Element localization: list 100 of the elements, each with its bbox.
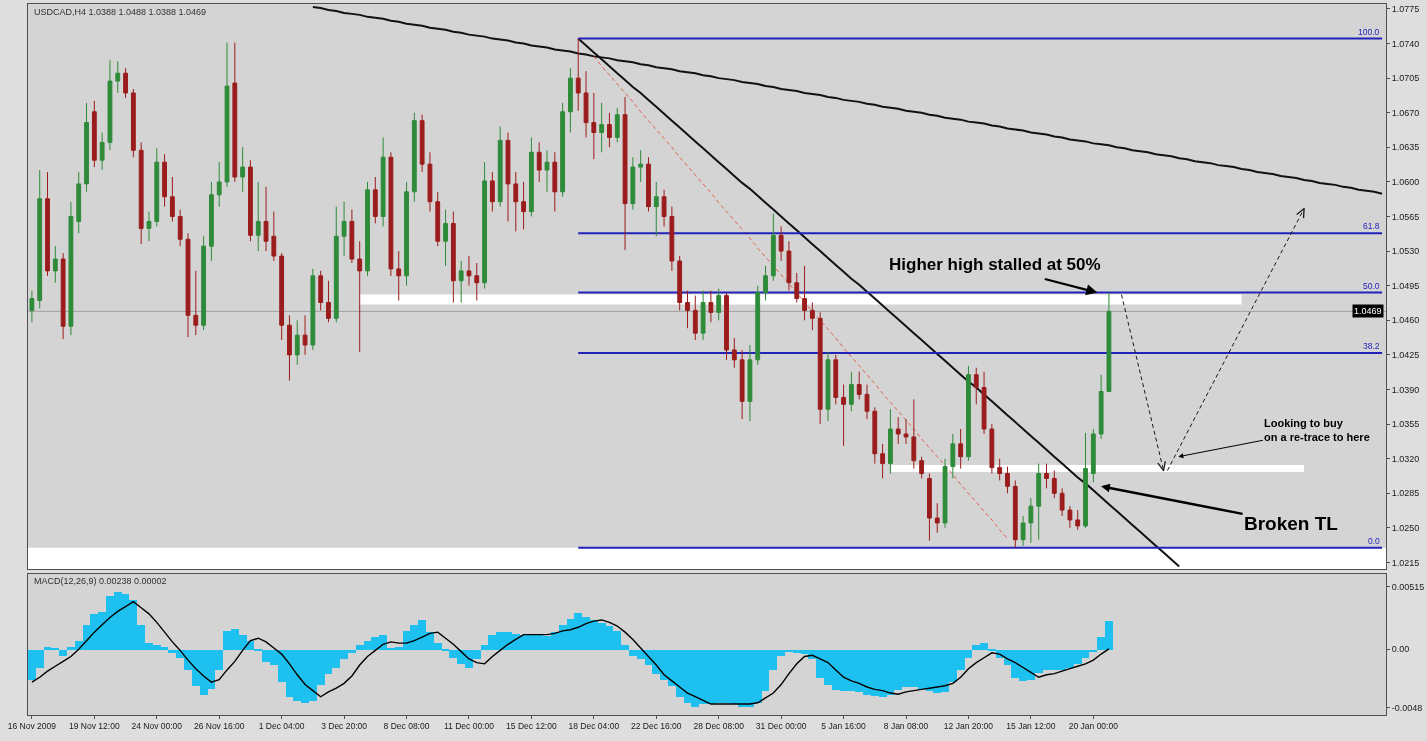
candlestick xyxy=(37,169,43,309)
candlestick xyxy=(357,240,363,353)
candlestick xyxy=(825,351,831,422)
candlestick xyxy=(52,245,58,284)
x-tick-label: 8 Dec 08:00 xyxy=(383,721,430,732)
candlestick xyxy=(903,418,909,445)
annotation: Broken TL xyxy=(1244,513,1339,534)
candlestick xyxy=(552,151,558,213)
candlestick xyxy=(1059,487,1065,517)
candlestick xyxy=(279,252,285,341)
candlestick xyxy=(1083,432,1088,529)
candlestick xyxy=(739,349,745,420)
y-tick-label: 1.0390 xyxy=(1391,384,1420,395)
candlestick xyxy=(427,151,433,213)
candlestick xyxy=(708,290,714,323)
candlestick xyxy=(622,96,628,251)
candlestick xyxy=(755,285,761,366)
candlestick xyxy=(895,416,901,445)
candlestick xyxy=(1075,509,1081,531)
candlestick xyxy=(1044,463,1049,489)
candlestick xyxy=(146,211,152,242)
candlestick xyxy=(68,201,74,336)
candlestick xyxy=(169,176,175,222)
candlestick xyxy=(560,102,566,198)
y-tick-label: 0.00 xyxy=(1391,644,1410,655)
candlestick xyxy=(193,270,199,336)
candlestick xyxy=(919,456,925,479)
candlestick xyxy=(763,265,768,302)
candlestick xyxy=(770,213,776,282)
x-tick-label: 19 Nov 12:00 xyxy=(69,721,120,732)
candlestick xyxy=(927,473,932,542)
candlestick xyxy=(1098,374,1104,440)
candlestick xyxy=(568,67,573,133)
candlestick xyxy=(372,176,378,224)
y-tick-label: 1.0320 xyxy=(1391,453,1420,464)
annotation: Looking to buy on a re-trace to here xyxy=(1264,417,1370,444)
candlestick xyxy=(482,161,487,290)
candlestick xyxy=(240,146,246,193)
candlestick xyxy=(856,371,862,400)
y-tick-label: 1.0635 xyxy=(1391,142,1420,153)
chart-title: USDCAD,H4 1.0388 1.0488 1.0388 1.0469 xyxy=(34,7,207,17)
candlestick xyxy=(685,290,690,329)
candlestick xyxy=(294,319,300,366)
candlestick xyxy=(966,365,971,462)
y-tick-label: 1.0670 xyxy=(1391,107,1420,118)
x-tick-label: 24 Nov 00:00 xyxy=(131,721,183,732)
candlestick xyxy=(833,354,839,405)
candlestick xyxy=(474,262,480,302)
y-tick-label: 1.0530 xyxy=(1391,246,1420,257)
candlestick xyxy=(411,112,417,203)
candlestick xyxy=(817,311,823,425)
x-tick-label: 16 Nov 2009 xyxy=(7,721,57,732)
annotation: Higher high stalled at 50% xyxy=(889,255,1101,274)
candlestick xyxy=(177,209,183,247)
x-tick-label: 28 Dec 08:00 xyxy=(693,721,745,732)
candlestick xyxy=(950,433,956,479)
candlestick xyxy=(731,337,737,369)
candlestick xyxy=(287,314,292,382)
candlestick xyxy=(677,255,683,311)
y-tick-label: 1.0285 xyxy=(1391,488,1420,499)
candlestick xyxy=(318,270,324,311)
candlestick xyxy=(333,206,339,323)
series-label: 100.0 xyxy=(1358,27,1380,37)
candlestick xyxy=(497,126,503,208)
candlestick xyxy=(794,272,800,304)
candlestick xyxy=(989,423,995,475)
x-tick-label: 1 Dec 04:00 xyxy=(258,721,305,732)
candlestick xyxy=(388,151,394,277)
candlestick xyxy=(185,232,191,338)
candlestick xyxy=(880,443,886,479)
candlestick xyxy=(1012,479,1018,549)
x-tick-label: 8 Jan 08:00 xyxy=(883,721,929,732)
candlestick xyxy=(646,156,651,213)
bar xyxy=(59,649,67,656)
y-tick-label: 1.0600 xyxy=(1391,177,1420,188)
candlestick xyxy=(872,406,878,465)
candlestick xyxy=(614,107,620,143)
candlestick xyxy=(653,181,659,237)
candlestick xyxy=(934,502,940,534)
candlestick xyxy=(841,384,846,447)
candlestick xyxy=(607,112,612,148)
candlestick xyxy=(778,225,784,262)
x-tick-label: 15 Jan 12:00 xyxy=(1006,721,1056,732)
candlestick xyxy=(958,428,964,470)
candlestick xyxy=(716,288,722,321)
chart-title: MACD(12,26,9) 0.00238 0.00002 xyxy=(34,576,167,586)
candlestick xyxy=(864,384,870,420)
candlestick xyxy=(591,92,597,160)
candlestick xyxy=(638,149,644,183)
candlestick xyxy=(786,240,792,292)
y-tick-label: 1.0740 xyxy=(1391,38,1420,49)
candlestick xyxy=(201,235,207,331)
candlestick xyxy=(458,260,464,304)
candlestick xyxy=(115,60,121,94)
candlestick xyxy=(162,153,167,208)
candlestick xyxy=(1090,428,1096,483)
candlestick xyxy=(107,59,113,151)
series-label: 0.0 xyxy=(1368,536,1381,546)
candlestick xyxy=(45,171,50,277)
candlestick xyxy=(130,88,136,158)
